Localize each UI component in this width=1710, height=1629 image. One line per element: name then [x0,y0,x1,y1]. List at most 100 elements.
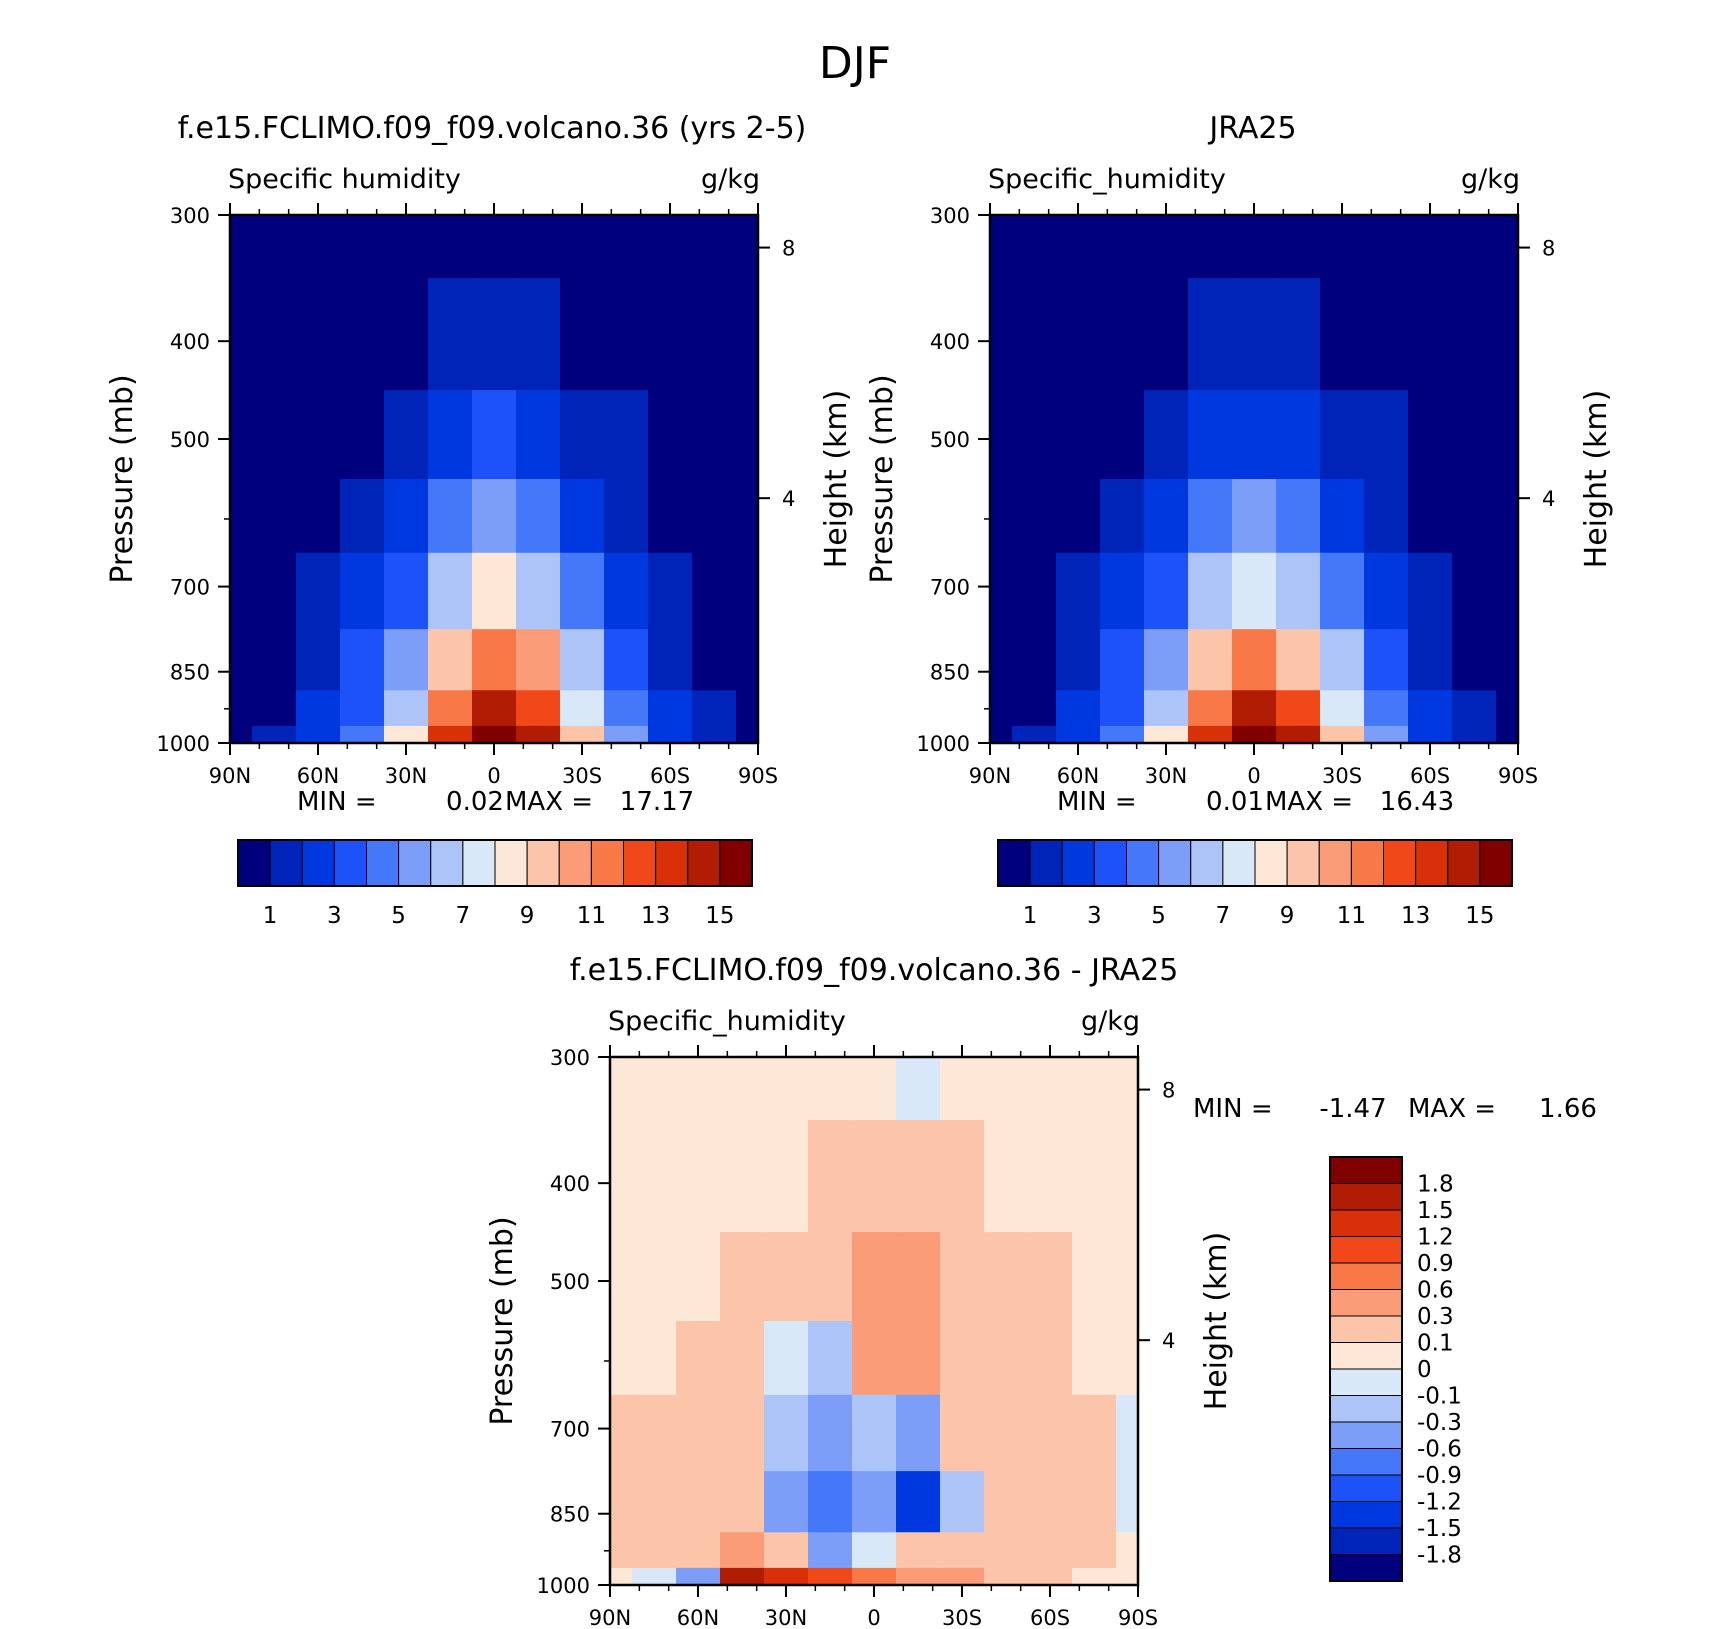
x-tick-label: 90S [1498,764,1538,788]
data-cell [1072,1471,1117,1533]
data-cell [1056,215,1101,279]
data-cell [736,215,759,279]
x-tick-label: 90S [1118,1606,1158,1629]
y-tick-label: 850 [550,1503,590,1527]
data-cell [720,1567,765,1586]
data-cell [648,552,693,630]
colorbar-label: 3 [327,903,342,929]
data-cell [340,552,385,630]
colorbar-box [526,839,560,887]
data-cell [940,1532,985,1569]
colorbar-box [366,839,400,887]
data-cell [764,1120,809,1233]
x-tick-label: 60N [297,764,339,788]
data-cell [764,1567,809,1586]
data-cell [940,1232,985,1322]
max-label: MAX = [1265,787,1353,817]
data-cell [990,278,1013,391]
data-cell [1116,1394,1139,1472]
y-tick-label: 700 [170,576,210,600]
data-cell [1496,215,1519,279]
data-cell [340,629,385,691]
data-cell [296,725,341,744]
data-cell [1452,278,1497,391]
data-cell [610,1232,633,1322]
data-cell [1452,725,1497,744]
colorbar-box [1318,839,1352,887]
colorbar-box [1329,1554,1403,1582]
colorbar-box [1329,1183,1403,1211]
data-cell [896,1120,941,1233]
data-cell [1232,390,1277,480]
data-cell [428,552,473,630]
colorbar-box [1329,1262,1403,1290]
data-cell [1364,725,1409,744]
data-cell [384,479,429,554]
data-cell [560,390,605,480]
y-axis-label: Pressure (mb) [105,374,140,583]
data-cell [736,725,759,744]
data-cell [676,1057,721,1121]
data-cell [560,629,605,691]
data-cell [1188,479,1233,554]
colorbar-label: 13 [1401,903,1430,929]
colorbar-box [398,839,432,887]
variable-label: Specific_humidity [608,1006,846,1037]
data-cell [990,725,1013,744]
data-cell [940,1567,985,1586]
data-cell [1408,215,1453,279]
max-label: MAX = [505,787,593,817]
data-cell [604,552,649,630]
x-tick-label: 60N [677,1606,719,1629]
panel-title: f.e15.FCLIMO.f09_f09.volcano.36 - JRA25 [570,953,1179,988]
data-cell [852,1532,897,1569]
data-cell [720,1057,765,1121]
data-cell [1452,215,1497,279]
data-cell [1232,629,1277,691]
min-value: -1.47 [1319,1094,1386,1124]
data-cell [384,278,429,391]
data-cell [384,390,429,480]
data-cell [1028,1532,1073,1569]
data-cell [1072,1120,1117,1233]
x-tick-label: 0 [1247,764,1260,788]
data-cell [736,278,759,391]
data-cell [1232,215,1277,279]
data-cell [1100,725,1145,744]
data-cell [720,1471,765,1533]
x-tick-label: 30S [942,1606,982,1629]
colorbar-label: 15 [1465,903,1494,929]
data-cell [516,215,561,279]
data-cell [764,1471,809,1533]
data-cell [720,1532,765,1569]
data-cell [340,479,385,554]
y-tick-label: 400 [930,330,970,354]
data-cell [1276,479,1321,554]
data-cell [1056,690,1101,727]
colorbar-box [1329,1527,1403,1555]
data-cell [340,725,385,744]
data-cell [808,1232,853,1322]
data-cell [1012,479,1057,554]
data-cell [990,690,1013,727]
colorbar-box [997,839,1031,887]
max-value: 16.43 [1380,787,1454,817]
data-cell [984,1567,1029,1586]
data-cell [1012,629,1057,691]
data-cell [1056,629,1101,691]
data-cell [1188,629,1233,691]
data-cell [852,1321,897,1396]
data-cell [1028,1232,1073,1322]
data-cell [1100,552,1145,630]
data-cell [632,1321,677,1396]
max-value: 1.66 [1539,1094,1597,1124]
data-cell [340,390,385,480]
data-cell [764,1532,809,1569]
colorbar-label: -1.5 [1417,1516,1462,1542]
x-tick-label: 30S [562,764,602,788]
right-tick-label: 4 [1162,1329,1175,1353]
data-cell [1232,479,1277,554]
colorbar-box [494,839,528,887]
colorbar-box [623,839,657,887]
data-cell [1072,1567,1117,1586]
